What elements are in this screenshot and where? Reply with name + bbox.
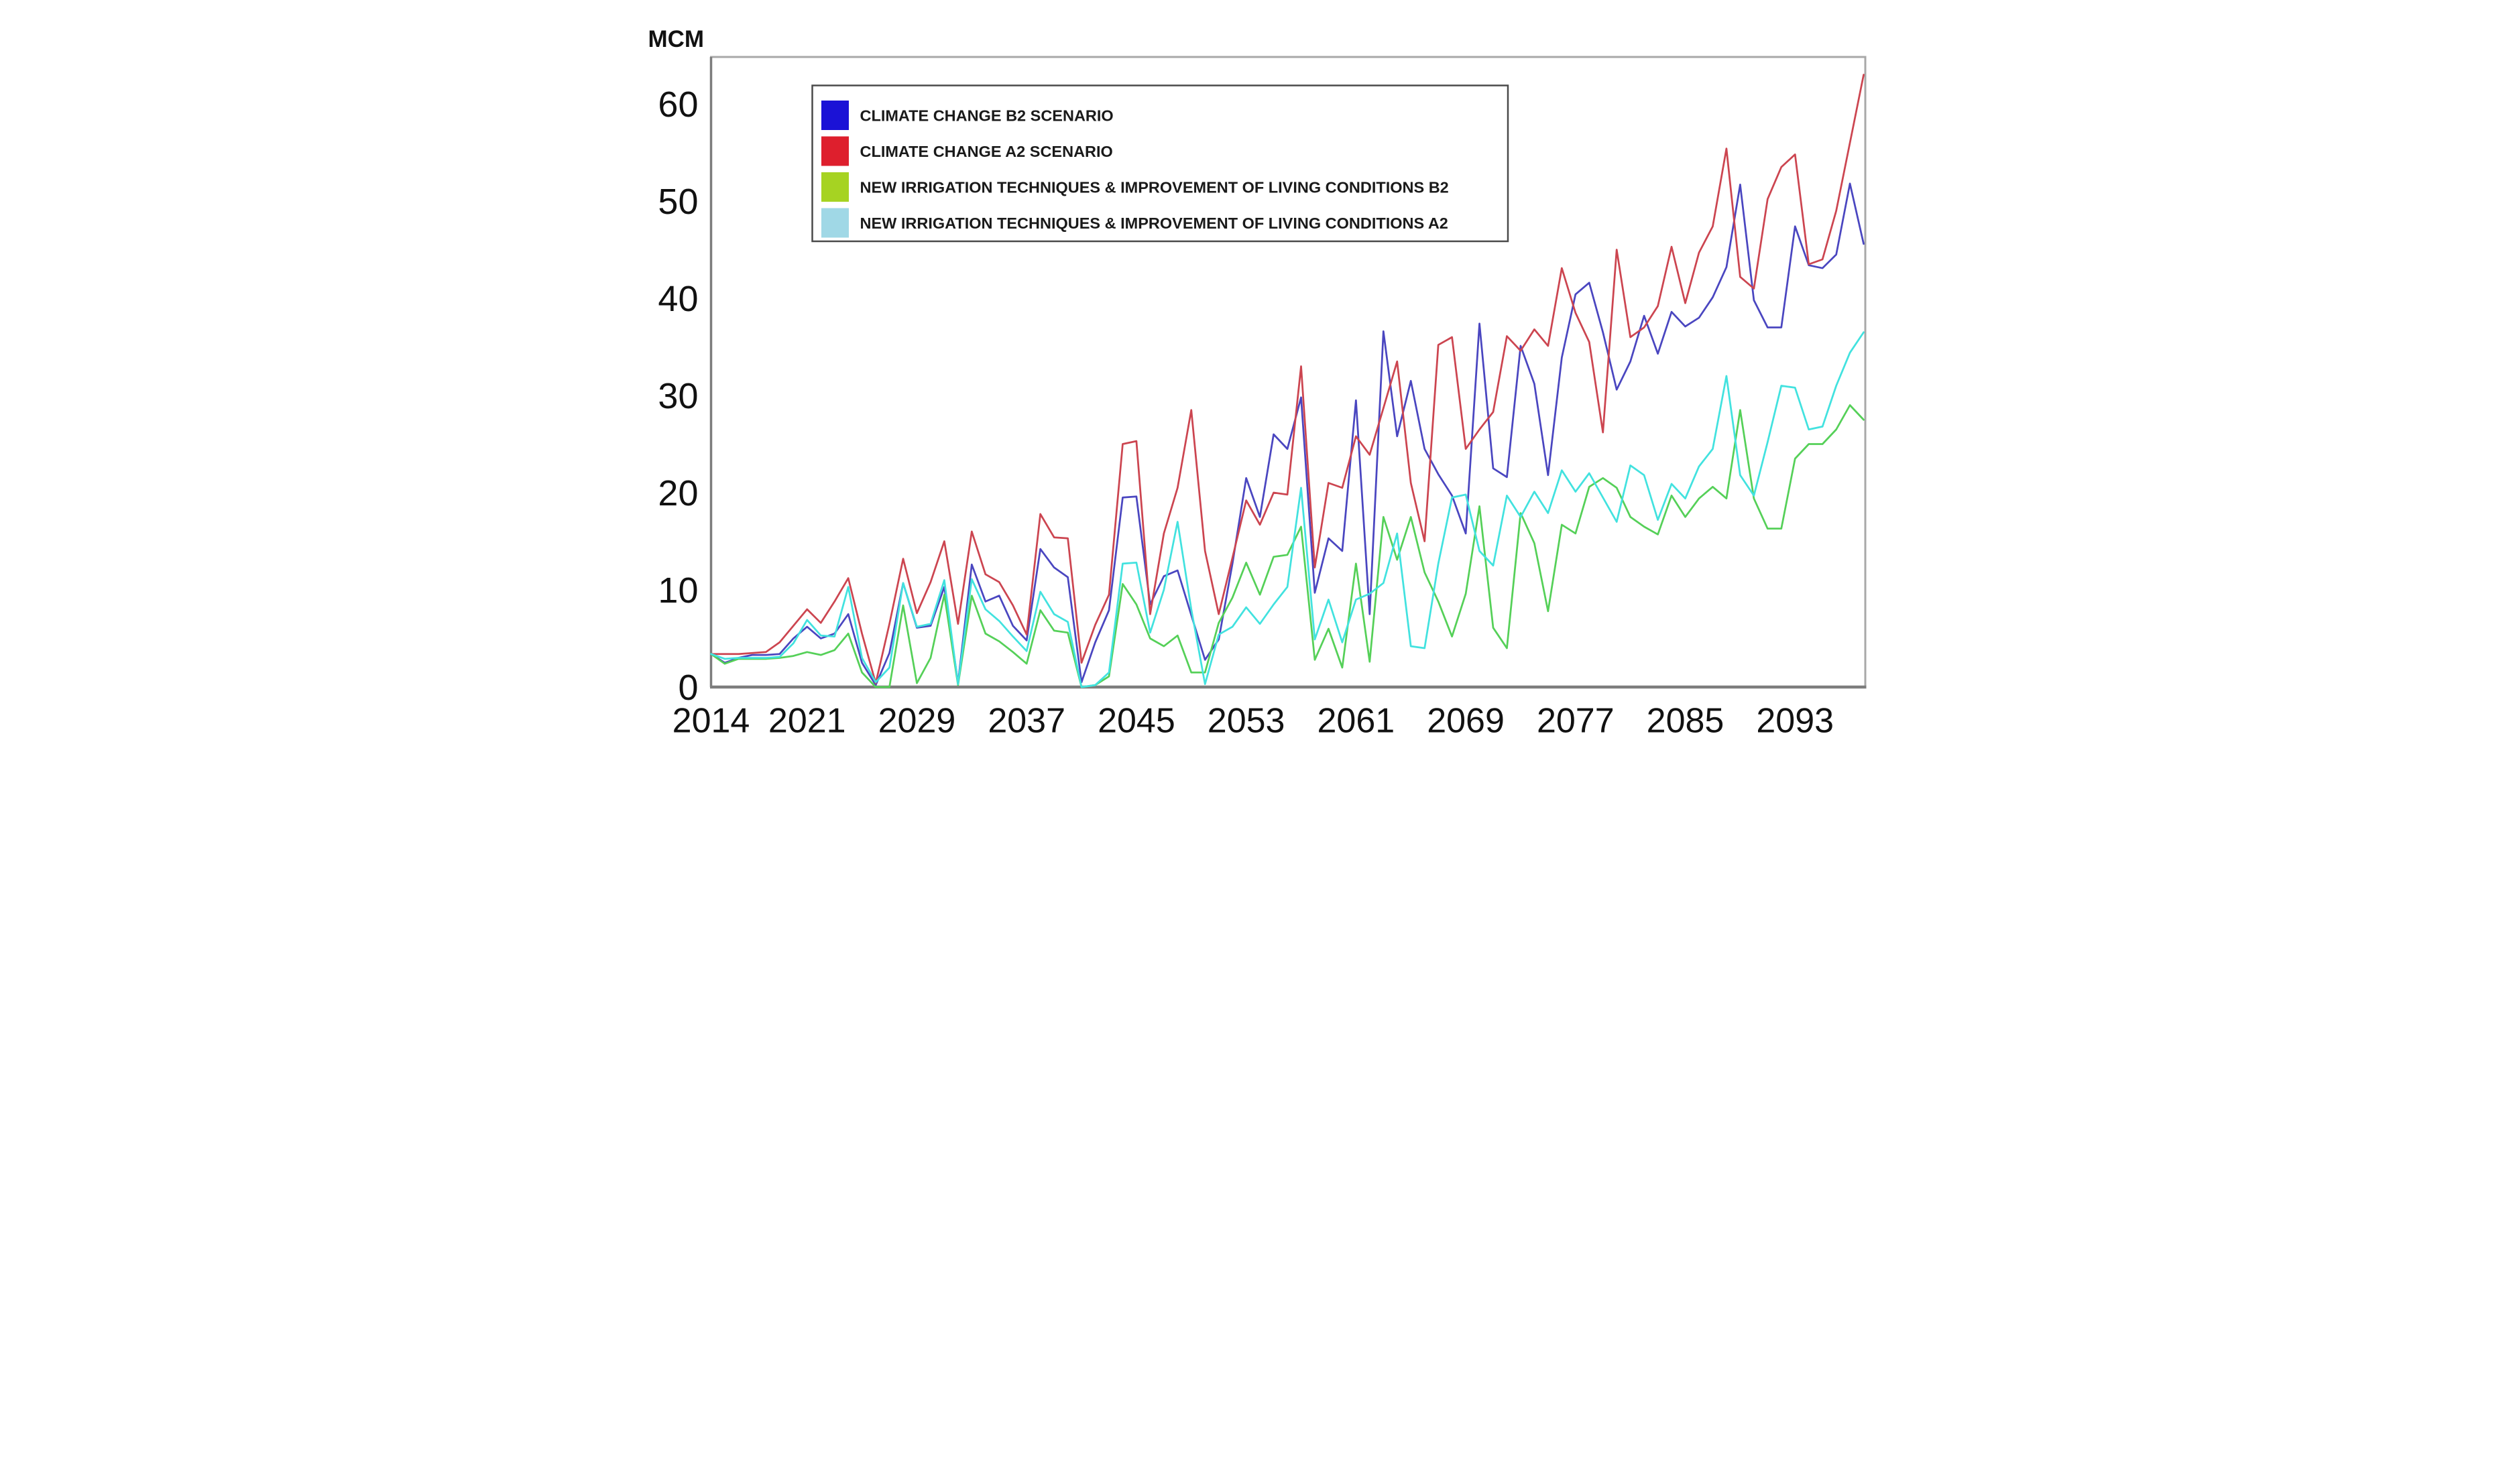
legend-label: CLIMATE CHANGE B2 SCENARIO (860, 107, 1113, 125)
legend: CLIMATE CHANGE B2 SCENARIO CLIMATE CHANGE… (811, 84, 1509, 243)
x-tick-label: 2029 (878, 702, 955, 741)
x-tick-label: 2014 (672, 702, 750, 741)
x-tick-label: 2053 (1207, 702, 1285, 741)
series-line-climate-change-a2-scenario (709, 74, 1865, 684)
legend-item: NEW IRRIGATION TECHNIQUES & IMPROVEMENT … (821, 208, 1448, 238)
series-line-new-irrigation-techniques-improvement-of (709, 404, 1865, 688)
y-tick-label: 10 (658, 570, 698, 611)
legend-swatch (821, 136, 849, 166)
x-tick-label: 2061 (1317, 702, 1395, 741)
legend-label: NEW IRRIGATION TECHNIQUES & IMPROVEMENT … (860, 214, 1448, 232)
legend-item: CLIMATE CHANGE B2 SCENARIO (821, 101, 1113, 130)
y-tick-label: 50 (658, 182, 698, 222)
y-axis-labels: 0 10 20 30 40 50 60 (658, 84, 698, 708)
y-axis-unit-label: MCM (648, 26, 704, 52)
y-tick-label: 40 (658, 279, 698, 319)
legend-box (811, 84, 1509, 243)
x-tick-label: 2045 (1098, 702, 1175, 741)
y-tick-label: 0 (678, 668, 698, 708)
legend-item: CLIMATE CHANGE A2 SCENARIO (821, 136, 1112, 166)
x-tick-label: 2037 (988, 702, 1065, 741)
x-tick-label: 2077 (1536, 702, 1614, 741)
legend-label: CLIMATE CHANGE A2 SCENARIO (860, 143, 1112, 160)
x-tick-label: 2093 (1756, 702, 1834, 741)
x-axis-labels: 2014 2021 2029 2037 2045 2053 2061 2069 2077 2085… (672, 702, 1833, 741)
plot-border (709, 56, 1866, 689)
series-line-new-irrigation-techniques-improvement-of (709, 331, 1865, 688)
legend-swatch (821, 208, 849, 238)
y-tick-label: 60 (658, 84, 698, 125)
legend-label: NEW IRRIGATION TECHNIQUES & IMPROVEMENT … (860, 179, 1448, 196)
y-tick-label: 30 (658, 376, 698, 416)
legend-item: NEW IRRIGATION TECHNIQUES & IMPROVEMENT … (821, 172, 1448, 202)
x-tick-label: 2069 (1427, 702, 1505, 741)
x-tick-label: 2085 (1646, 702, 1724, 741)
series-lines (709, 74, 1865, 688)
climate-scenarios-line-chart: MCM 0 10 20 30 40 50 60 2014 2021 2029 2037 2045 20… (629, 0, 1888, 742)
y-tick-label: 20 (658, 473, 698, 513)
x-tick-label: 2021 (768, 702, 845, 741)
legend-swatch (821, 101, 849, 130)
legend-swatch (821, 172, 849, 202)
